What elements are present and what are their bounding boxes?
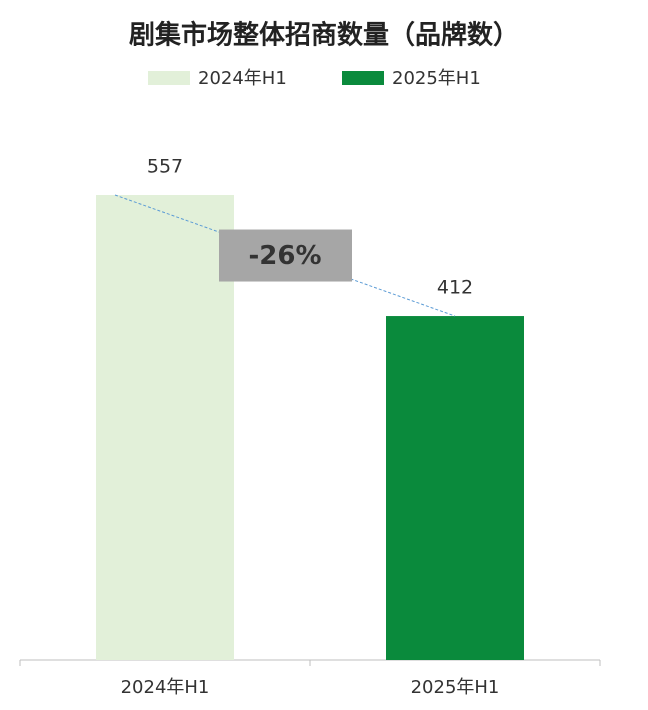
bar <box>386 316 524 660</box>
value-label: 412 <box>437 277 473 299</box>
bar <box>96 195 234 660</box>
change-label: -26% <box>248 241 321 271</box>
legend-swatch <box>148 71 190 85</box>
legend-label: 2024年H1 <box>198 68 287 89</box>
x-tick-label: 2025年H1 <box>411 677 500 698</box>
legend-label: 2025年H1 <box>392 68 481 89</box>
chart-title: 剧集市场整体招商数量（品牌数） <box>129 20 519 51</box>
legend-swatch <box>342 71 384 85</box>
change-box <box>219 229 352 282</box>
value-label: 557 <box>147 156 183 178</box>
x-tick-label: 2024年H1 <box>121 677 210 698</box>
